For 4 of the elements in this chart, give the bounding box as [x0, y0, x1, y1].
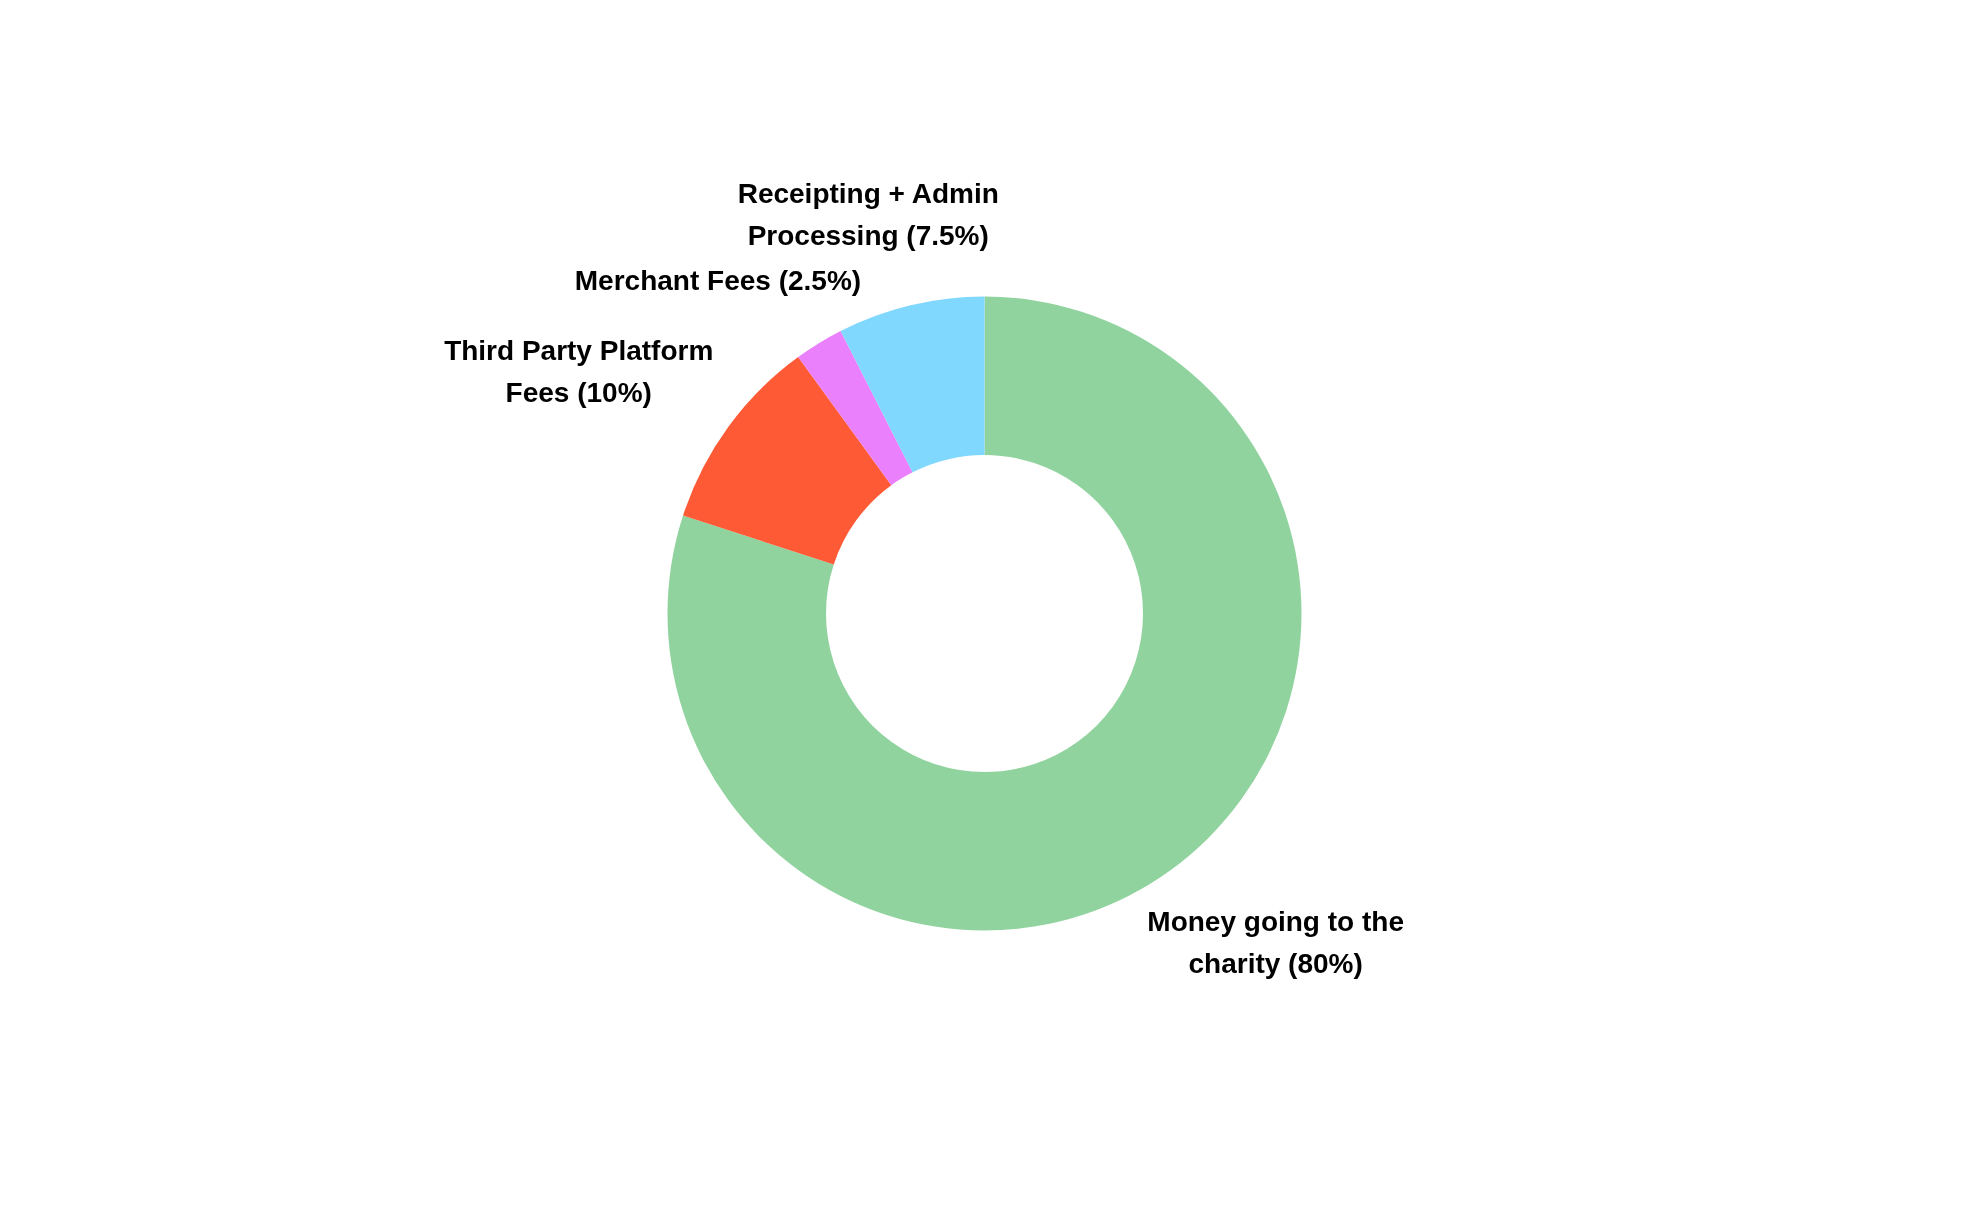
slice-label: Third Party Platform Fees (10%) — [444, 334, 714, 408]
slice-label: Money going to the charity (80%) — [1147, 906, 1404, 980]
slice-label: Merchant Fees (2.5%) — [574, 265, 862, 297]
slice-label: Receipting + Admin Processing (7.5%) — [737, 177, 999, 251]
